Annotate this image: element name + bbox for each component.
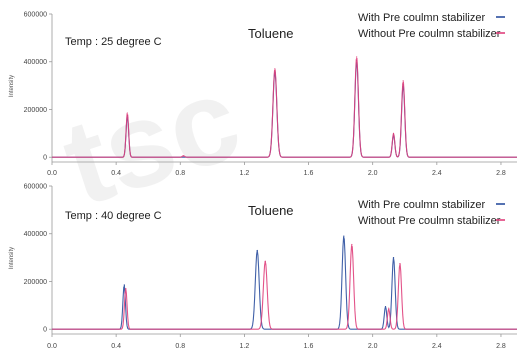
x-tick-label: 2.8 bbox=[496, 343, 506, 350]
y-tick-label: 400000 bbox=[24, 231, 47, 238]
x-tick-label: 2.4 bbox=[432, 343, 442, 350]
chart-panel-40c: 0 200000 400000 600000 0.0 0.4 0.8 1.2 1.6 2.0 2.4… bbox=[9, 184, 517, 350]
x-tick-label: 2.0 bbox=[368, 170, 378, 177]
x-tick-label: 1.2 bbox=[240, 343, 250, 350]
x-tick-label: 0.0 bbox=[47, 343, 57, 350]
peak-point bbox=[126, 112, 128, 114]
peak-point bbox=[125, 288, 127, 290]
legend-label: With Pre coulmn stabilizer bbox=[358, 12, 485, 24]
x-tick-label: 2.8 bbox=[496, 170, 506, 177]
peak-point bbox=[384, 305, 387, 308]
peak-point bbox=[392, 257, 395, 259]
legend-label: With Pre coulmn stabilizer bbox=[358, 199, 485, 211]
series-line-without-stabilizer bbox=[52, 245, 517, 330]
y-tick-label: 0 bbox=[43, 327, 47, 334]
series-line-with-stabilizer bbox=[52, 236, 517, 330]
x-tick-label: 1.6 bbox=[304, 343, 314, 350]
peak-point bbox=[388, 308, 390, 310]
chart-panel-25c: 0 200000 400000 600000 0.0 0.4 0.8 1.2 1.6 2.0 2.4… bbox=[9, 12, 517, 177]
peak-point bbox=[351, 243, 353, 246]
y-tick-label: 0 bbox=[43, 155, 47, 162]
chart-title: Toluene bbox=[248, 203, 294, 218]
x-tick-label: 2.0 bbox=[368, 343, 378, 350]
peak-point bbox=[264, 260, 266, 262]
series-line-without-stabilizer bbox=[52, 57, 517, 158]
x-tick-label: 0.8 bbox=[175, 343, 185, 350]
peak-point bbox=[256, 249, 258, 252]
y-axis-label: Intensity bbox=[9, 75, 15, 97]
peak-point bbox=[182, 155, 185, 157]
y-tick-label: 200000 bbox=[24, 279, 47, 286]
peak-point bbox=[402, 80, 404, 82]
y-tick-label: 400000 bbox=[24, 59, 47, 66]
x-tick-label: 0.0 bbox=[47, 170, 57, 177]
peak-point bbox=[343, 235, 345, 237]
peak-point bbox=[356, 56, 358, 58]
peak-point bbox=[274, 68, 276, 70]
peak-point bbox=[399, 262, 401, 265]
x-tick-label: 1.6 bbox=[304, 170, 314, 177]
y-tick-label: 600000 bbox=[24, 184, 47, 191]
peak-point bbox=[123, 284, 125, 286]
chart-title: Toluene bbox=[248, 26, 294, 41]
temperature-annotation: Temp : 25 degree C bbox=[65, 36, 162, 48]
x-tick-label: 2.4 bbox=[432, 170, 442, 177]
temperature-annotation: Temp : 40 degree C bbox=[65, 210, 162, 222]
x-tick-label: 0.4 bbox=[111, 170, 121, 177]
x-tick-label: 0.4 bbox=[111, 343, 121, 350]
legend-label: Without Pre coulmn stabilizer bbox=[358, 215, 501, 227]
y-tick-label: 200000 bbox=[24, 107, 47, 114]
legend-label: Without Pre coulmn stabilizer bbox=[358, 28, 501, 40]
x-tick-label: 0.8 bbox=[175, 170, 185, 177]
peak-point bbox=[392, 132, 395, 134]
y-tick-label: 600000 bbox=[24, 12, 47, 19]
x-tick-label: 1.2 bbox=[240, 170, 250, 177]
watermark: tsc bbox=[48, 50, 254, 231]
y-axis-label: Intensity bbox=[9, 247, 15, 269]
